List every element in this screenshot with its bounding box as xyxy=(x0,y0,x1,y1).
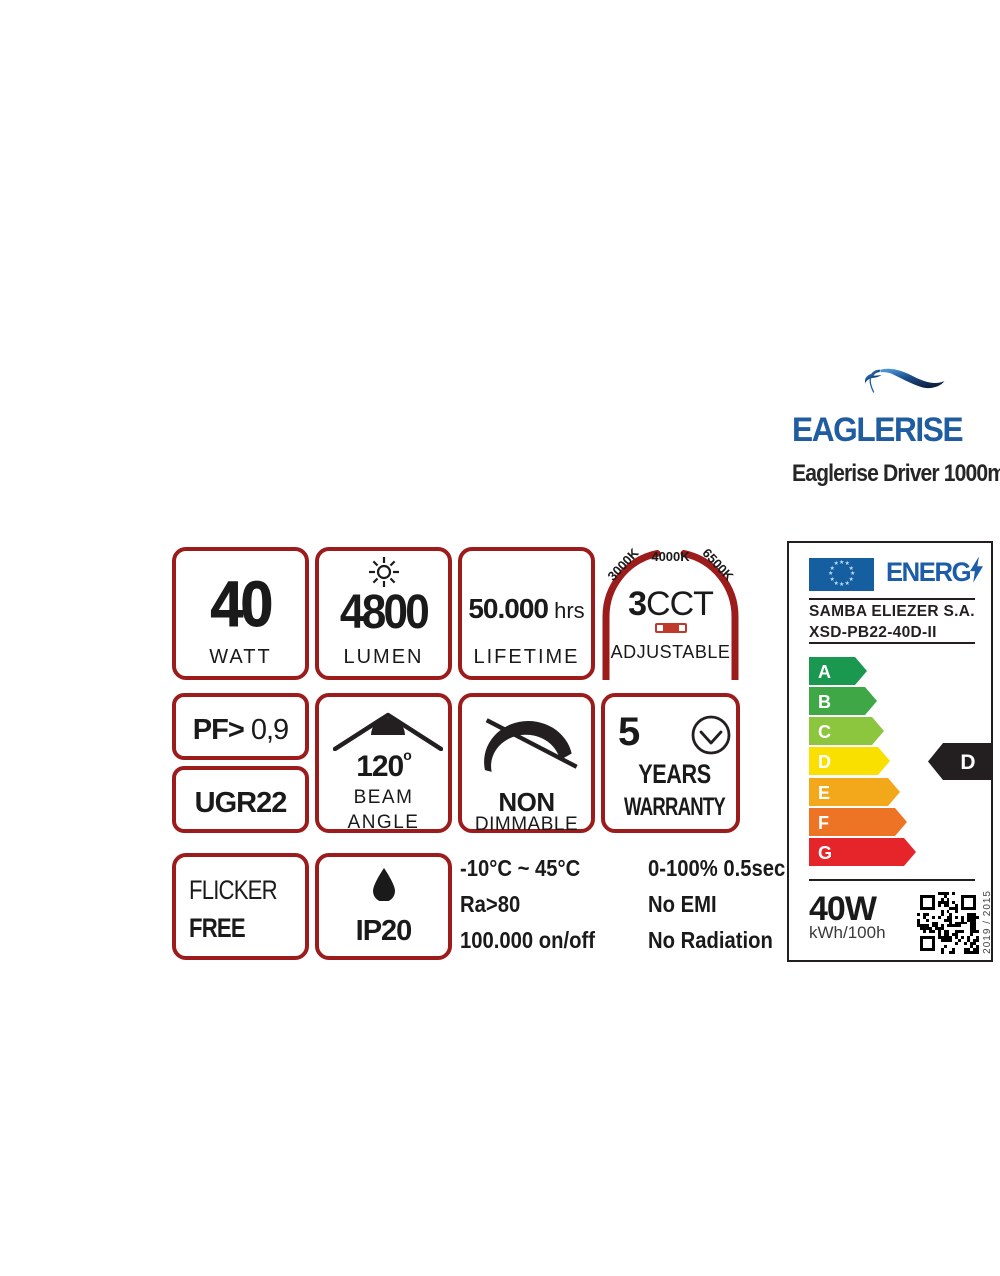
svg-text:F: F xyxy=(818,813,829,833)
svg-text:A: A xyxy=(818,662,831,682)
svg-text:E: E xyxy=(818,783,830,803)
svg-text:D: D xyxy=(960,751,975,774)
svg-text:D: D xyxy=(818,752,831,772)
svg-text:C: C xyxy=(818,722,831,742)
svg-text:B: B xyxy=(818,692,831,712)
